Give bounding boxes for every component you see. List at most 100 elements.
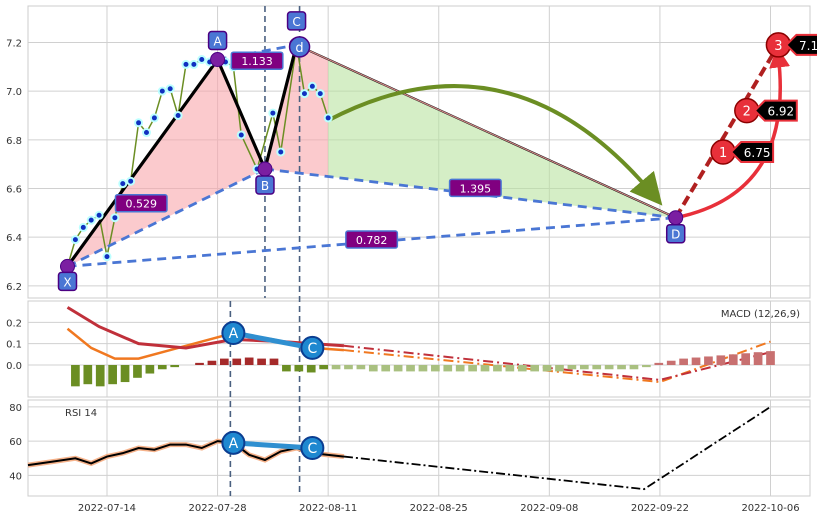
- target-value-2: 6.92: [767, 105, 794, 119]
- ratio-box-3: [345, 230, 399, 249]
- price-point: [94, 210, 104, 220]
- macd-hist-bar: [207, 360, 217, 365]
- target-index-2: 2: [743, 105, 751, 120]
- pattern-point-a: [210, 52, 226, 68]
- macd-hist-bar: [642, 365, 651, 368]
- macd-mark-a: [221, 321, 246, 345]
- ratio-text-1: 1.133: [241, 55, 273, 68]
- bd-ratio-line: [264, 167, 676, 220]
- panels: 6.2 6.4 6.6 6.8 7.0 7.2 0.0 0.1 0.2 40 60 80 2022-07…: [6, 5, 811, 514]
- macd-hist-bar: [493, 365, 502, 372]
- target-index-1: 1: [719, 146, 727, 161]
- macd-hist-bar: [691, 357, 701, 365]
- macd-signal-forecast: [343, 344, 771, 381]
- macd-hist-bar: [108, 365, 117, 385]
- label-d-circle: [288, 36, 311, 58]
- label-c-box: [286, 11, 307, 31]
- macd-hist-bar: [542, 365, 552, 372]
- target-tag-3: [784, 33, 817, 56]
- x-tick-label: 2022-08-11: [299, 503, 357, 514]
- price-point: [78, 222, 88, 232]
- rsi-mark-a: [221, 430, 246, 455]
- macd-hist-bar: [232, 358, 242, 365]
- macd-hist-bar: [220, 358, 229, 365]
- macd-hist-bar: [83, 365, 93, 385]
- rsi-y-tick-label: 40: [9, 471, 22, 482]
- macd-y-tick-label: 0.0: [6, 361, 22, 372]
- price-point: [268, 108, 278, 118]
- macd-hist-bar: [145, 365, 155, 374]
- label-b-box: [255, 175, 275, 195]
- label-d-text: d: [295, 41, 303, 56]
- macd-hist-bar: [306, 365, 316, 373]
- macd-hist-bar: [505, 365, 515, 372]
- target-value-1: 6.75: [744, 146, 771, 160]
- price-point: [173, 111, 183, 120]
- plot-marks: [59, 32, 792, 460]
- price-y-tick-label: 6.8: [6, 136, 22, 147]
- price-point: [110, 213, 120, 223]
- macd-hist-bar: [679, 358, 688, 365]
- macd-hist-bar: [629, 365, 639, 370]
- macd-hist-bar: [368, 365, 378, 372]
- price-point: [276, 147, 286, 157]
- macd-hist-bar: [704, 356, 713, 365]
- projection-arrow: [327, 84, 663, 206]
- target-tag-2: [753, 99, 798, 122]
- price-y-tick-label: 7.0: [6, 87, 22, 98]
- x-tick-label: 2022-09-22: [631, 503, 689, 514]
- target-index-3: 3: [774, 39, 782, 54]
- price-point: [118, 179, 128, 189]
- rsi-y-tick-label: 60: [9, 437, 22, 448]
- macd-forecast: [343, 340, 771, 384]
- target-path: [673, 43, 781, 219]
- macd-hist-bar: [356, 365, 366, 370]
- price-point: [126, 176, 136, 186]
- macd-hist-bar: [555, 365, 564, 372]
- label-d-text: D: [671, 228, 680, 242]
- macd-hist-bar: [71, 365, 80, 387]
- target-value-3: 7.19: [799, 39, 817, 53]
- label-x-text: X: [63, 275, 71, 289]
- macd-y-tick-label: 0.2: [6, 318, 22, 329]
- x-tick-label: 2022-07-14: [78, 503, 136, 514]
- zigzag-xabc: [66, 44, 299, 268]
- macd-hist-bar: [157, 365, 167, 370]
- macd-hist-bar: [133, 365, 142, 378]
- rsi-y-tick-label: 80: [9, 403, 22, 414]
- macd-ac-link: [232, 330, 313, 351]
- ratio-text-3: 0.782: [356, 234, 388, 247]
- macd-hist-bar: [567, 365, 577, 370]
- macd-hist-bar: [741, 353, 751, 365]
- ratio-box-1: [230, 51, 284, 70]
- macd-hist-bar: [381, 365, 391, 372]
- macd-hist-bar: [95, 365, 105, 387]
- macd-hist-bar: [654, 362, 664, 365]
- price-y-tick-label: 7.2: [6, 39, 22, 50]
- ratio-text-0: 0.529: [125, 198, 157, 211]
- macd-hist-bar: [716, 355, 726, 365]
- macd-hist-bar: [617, 365, 626, 370]
- macd-mark-text-a: A: [229, 326, 239, 342]
- target-curve-arrow: [675, 46, 791, 220]
- xb-ratio-line: [66, 167, 266, 268]
- x-tick-label: 2022-09-08: [520, 503, 578, 514]
- x-tick-label: 2022-08-25: [410, 503, 468, 514]
- macd-hist-bar: [604, 365, 614, 370]
- macd-hist-bar: [244, 357, 254, 365]
- ratio-box-2: [448, 178, 502, 198]
- macd-hist-bar: [666, 360, 676, 365]
- plot-labels: X A B C Dd 0.529 1.133 1.395 0.782 1 6.75 2 6.92 3 7.1…: [57, 11, 817, 457]
- price-point: [189, 59, 199, 69]
- pattern-point-b: [257, 161, 273, 177]
- label-a-box: [207, 30, 228, 51]
- price-y-tick-label: 6.4: [6, 233, 22, 244]
- macd-hist-bar: [579, 365, 589, 370]
- price-point: [165, 84, 175, 94]
- label-a-text: A: [213, 35, 222, 49]
- macd-hist-bar: [455, 365, 465, 372]
- rsi-ac-link: [233, 440, 313, 451]
- macd-hist-bar: [443, 365, 453, 372]
- label-c-text: C: [292, 15, 300, 29]
- price-point: [141, 128, 151, 138]
